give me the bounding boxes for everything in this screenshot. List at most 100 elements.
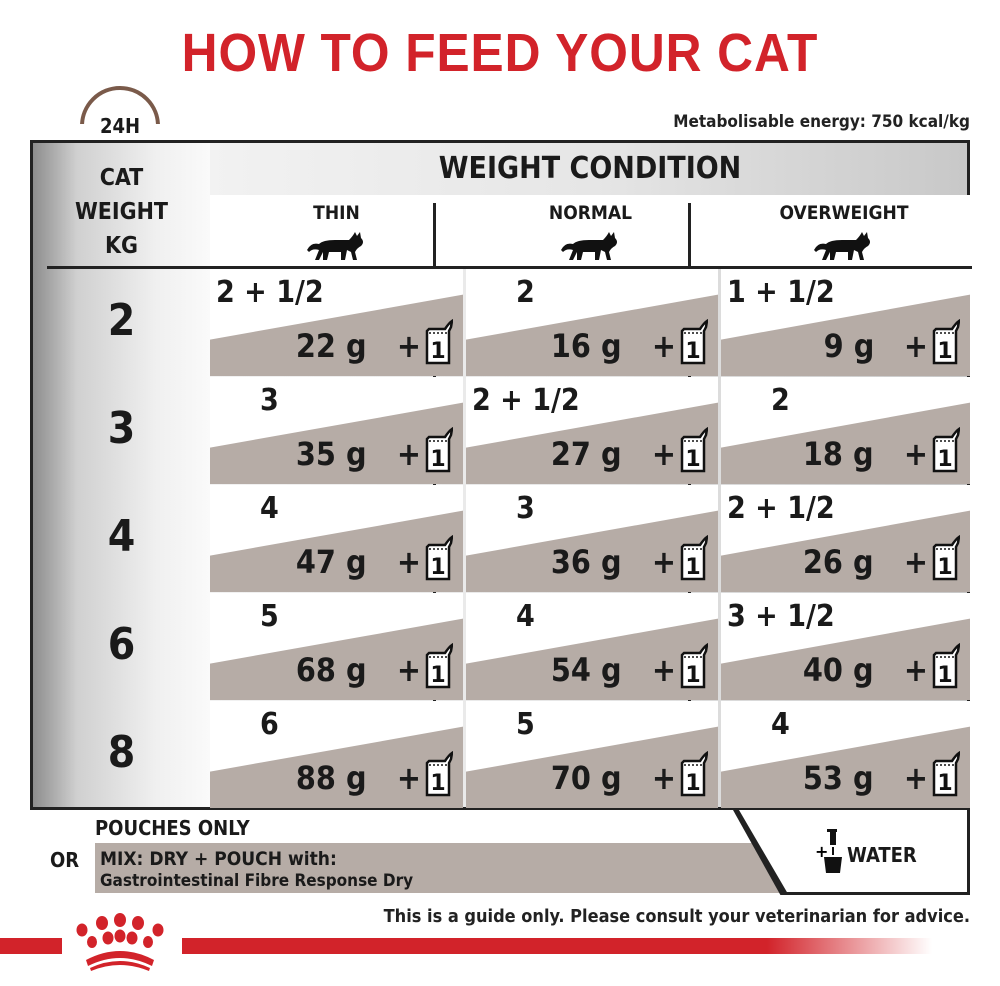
dry-grams: 53 g [803,759,874,797]
pouch-count: 1 [685,555,700,580]
brand-stripe [182,938,932,954]
pouch-quantity: 1 + 1/2 [727,275,835,310]
feeding-table: CAT WEIGHT KG WEIGHT CONDITION THIN NORMA… [30,140,972,810]
feeding-cell: 2 + 1/2 26 g +1 [721,485,970,592]
header-line: KG [104,233,139,259]
feeding-cell: 4 53 g +1 [721,701,970,808]
pouch-quantity: 2 [516,275,535,310]
pouch-count: 1 [430,339,445,364]
pouch-count: 1 [685,339,700,364]
column-label: NORMAL [548,202,633,224]
pouch-icon: 1 [932,642,961,693]
plus-sign: + [396,543,421,581]
feeding-cell: 4 47 g +1 [210,485,463,592]
weight-condition-header: WEIGHT CONDITION [438,151,742,186]
page-title: HOW TO FEED YOUR CAT [181,23,819,83]
disclaimer: This is a guide only. Please consult you… [383,906,970,927]
pouch-count: 1 [937,447,952,472]
feeding-cell: 1 + 1/2 9 g +1 [721,269,970,376]
plus-sign: + [396,759,421,797]
pouch-quantity: 4 [516,599,535,634]
or-label: OR [50,848,80,872]
pouch-count: 1 [430,447,445,472]
pouch-icon: 1 [932,750,961,801]
water-tap-bowl-icon: + [815,827,845,881]
pouch-icon: 1 [425,426,454,477]
plus-sign: + [651,759,676,797]
feeding-cell: 5 68 g +1 [210,593,463,700]
pouch-icon: 1 [932,318,961,369]
plus-sign: + [396,651,421,689]
pouch-quantity: 3 + 1/2 [727,599,835,634]
dry-grams: 68 g [296,651,367,689]
plus-sign: + [651,327,676,365]
pouch-count: 1 [685,771,700,796]
pouch-icon: 1 [680,318,709,369]
row-weight-kg: 3 [107,403,136,454]
crown-logo [68,912,172,976]
column-header-thin: THIN [210,195,463,268]
pouch-count: 1 [430,555,445,580]
dry-grams: 70 g [551,759,622,797]
pouch-quantity: 2 + 1/2 [216,275,324,310]
row-weight-kg: 8 [107,727,136,778]
clock-label: 24H [99,114,141,138]
plus-sign: + [651,651,676,689]
pouch-quantity: 2 + 1/2 [472,383,580,418]
pouches-only-label: POUCHES ONLY [95,816,250,840]
feeding-cell: 5 70 g +1 [466,701,718,808]
water-plus: + [815,842,828,861]
feeding-cell: 3 36 g +1 [466,485,718,592]
row-weight-kg: 6 [107,619,136,670]
pouch-quantity: 4 [771,707,790,742]
cat-weight-header: CAT WEIGHT KG [33,161,210,263]
pouch-quantity: 2 + 1/2 [727,491,835,526]
column-label: THIN [313,202,360,224]
pouch-icon: 1 [680,750,709,801]
water-label: WATER [847,843,917,867]
plus-sign: + [651,435,676,473]
pouch-icon: 1 [680,426,709,477]
pouch-icon: 1 [932,426,961,477]
weight-column [33,143,210,807]
dry-grams: 22 g [296,327,367,365]
dry-grams: 35 g [296,435,367,473]
dry-grams: 16 g [551,327,622,365]
pouch-quantity: 2 [771,383,790,418]
pouch-icon: 1 [680,642,709,693]
pouch-count: 1 [685,663,700,688]
feeding-cell: 4 54 g +1 [466,593,718,700]
pouch-icon: 1 [932,534,961,585]
dry-grams: 88 g [296,759,367,797]
feeding-cell: 2 + 1/2 22 g +1 [210,269,463,376]
pouch-count: 1 [430,771,445,796]
condition-subheader: THIN NORMAL OVERWEIGHT [210,195,970,268]
header-line: CAT [99,165,144,191]
divider [47,266,972,269]
plus-sign: + [903,543,928,581]
pouch-quantity: 6 [260,707,279,742]
plus-sign: + [396,327,421,365]
dry-product-label: Gastrointestinal Fibre Response Dry [100,871,414,891]
row-weight-kg: 2 [107,295,136,346]
pouch-count: 1 [937,339,952,364]
pouch-quantity: 4 [260,491,279,526]
dry-grams: 54 g [551,651,622,689]
mix-label: MIX: DRY + POUCH with: [100,848,337,870]
feeding-cell: 2 18 g +1 [721,377,970,484]
feeding-cell: 2 + 1/2 27 g +1 [466,377,718,484]
brand-stripe [0,938,62,954]
column-label: OVERWEIGHT [779,202,909,224]
dry-grams: 18 g [803,435,874,473]
pouch-count: 1 [685,447,700,472]
dry-grams: 47 g [296,543,367,581]
cat-icon [210,228,463,262]
dry-grams: 26 g [803,543,874,581]
energy-note: Metabolisable energy: 750 kcal/kg [673,112,970,132]
pouch-icon: 1 [425,318,454,369]
feeding-cell: 3 35 g +1 [210,377,463,484]
row-weight-kg: 4 [107,511,136,562]
plus-sign: + [396,435,421,473]
pouch-icon: 1 [425,750,454,801]
pouch-count: 1 [430,663,445,688]
